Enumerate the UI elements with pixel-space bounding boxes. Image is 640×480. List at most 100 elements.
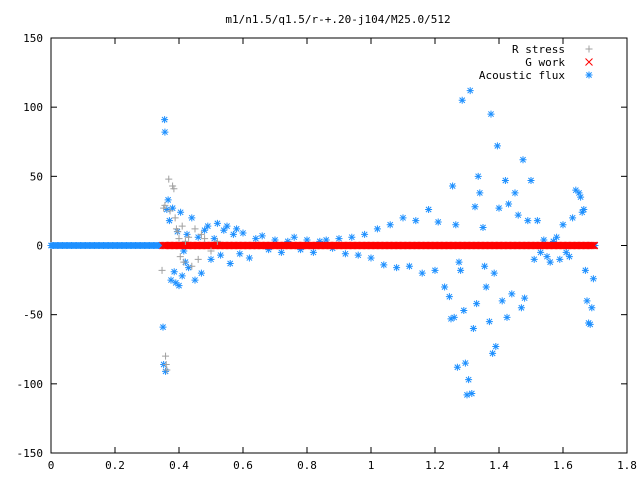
acoustic-flux-point bbox=[316, 237, 324, 245]
x-tick-label: 0.8 bbox=[297, 459, 317, 472]
acoustic-flux-point bbox=[514, 211, 522, 219]
series-acoustic-flux bbox=[47, 87, 599, 399]
acoustic-flux-point bbox=[489, 349, 497, 357]
acoustic-flux-point bbox=[580, 206, 588, 214]
acoustic-flux-point bbox=[468, 390, 476, 398]
acoustic-flux-point bbox=[473, 300, 481, 308]
acoustic-flux-point bbox=[201, 226, 209, 234]
acoustic-flux-point bbox=[204, 222, 212, 230]
r-stress-point bbox=[176, 253, 184, 261]
acoustic-flux-point bbox=[178, 272, 186, 280]
acoustic-flux-point bbox=[457, 266, 465, 274]
legend-g-work-marker bbox=[585, 58, 593, 66]
acoustic-flux-point bbox=[569, 214, 577, 222]
r-stress-point bbox=[188, 262, 196, 270]
acoustic-flux-point bbox=[530, 255, 538, 263]
acoustic-flux-point bbox=[162, 367, 170, 375]
acoustic-flux-point bbox=[511, 189, 519, 197]
chart-title: m1/n1.5/q1.5/r-+.20-j104/M25.0/512 bbox=[225, 13, 450, 26]
acoustic-flux-point bbox=[524, 217, 532, 225]
g-work-point bbox=[587, 241, 596, 250]
acoustic-flux-point bbox=[588, 304, 596, 312]
acoustic-flux-baseline-point bbox=[157, 242, 165, 249]
y-tick-label: 0 bbox=[36, 240, 43, 253]
r-stress-point bbox=[161, 201, 169, 209]
acoustic-flux-point bbox=[577, 193, 585, 201]
acoustic-flux-point bbox=[418, 269, 426, 277]
series-g-work bbox=[159, 241, 599, 250]
acoustic-flux-point bbox=[540, 236, 548, 244]
acoustic-flux-point bbox=[559, 221, 567, 229]
acoustic-flux-point bbox=[322, 236, 330, 244]
acoustic-flux-point bbox=[354, 251, 362, 259]
acoustic-flux-point bbox=[284, 237, 292, 245]
x-tick-label: 0.4 bbox=[169, 459, 189, 472]
acoustic-flux-point bbox=[341, 250, 349, 258]
acoustic-flux-point bbox=[445, 293, 453, 301]
acoustic-flux-point bbox=[450, 313, 458, 321]
acoustic-flux-point bbox=[373, 225, 381, 233]
y-tick-label: -100 bbox=[17, 378, 44, 391]
series-r-stress bbox=[158, 175, 221, 374]
acoustic-flux-point bbox=[517, 304, 525, 312]
acoustic-flux-point bbox=[498, 297, 506, 305]
acoustic-flux-point bbox=[399, 214, 407, 222]
acoustic-flux-point bbox=[581, 266, 589, 274]
x-tick-label: 0 bbox=[48, 459, 55, 472]
acoustic-flux-point bbox=[252, 235, 260, 243]
y-tick-label: -50 bbox=[23, 309, 43, 322]
acoustic-flux-point bbox=[185, 264, 193, 272]
r-stress-point bbox=[207, 247, 215, 255]
g-work-point bbox=[589, 241, 597, 250]
r-stress-point bbox=[194, 255, 202, 263]
legend-g-work-symbol bbox=[585, 58, 593, 66]
g-work-point bbox=[590, 241, 599, 250]
x-tick-label: 1.2 bbox=[425, 459, 445, 472]
acoustic-flux-point bbox=[170, 268, 178, 276]
acoustic-flux-point bbox=[505, 200, 513, 208]
acoustic-flux-point bbox=[503, 313, 511, 321]
r-stress-point bbox=[174, 228, 182, 236]
r-stress-point bbox=[162, 360, 170, 368]
r-stress-point bbox=[166, 207, 174, 215]
acoustic-flux-point bbox=[180, 247, 188, 255]
r-stress-point bbox=[213, 237, 221, 245]
acoustic-flux-point bbox=[490, 269, 498, 277]
acoustic-flux-point bbox=[277, 248, 285, 256]
acoustic-flux-point bbox=[393, 264, 401, 272]
acoustic-flux-point bbox=[546, 258, 554, 266]
r-stress-point bbox=[181, 237, 189, 245]
acoustic-flux-point bbox=[223, 222, 231, 230]
acoustic-flux-point bbox=[449, 182, 457, 190]
g-work-point bbox=[586, 241, 595, 250]
r-stress-point bbox=[163, 366, 171, 374]
acoustic-flux-point bbox=[309, 248, 317, 256]
acoustic-flux-point bbox=[191, 276, 199, 284]
acoustic-flux-point bbox=[177, 208, 185, 216]
acoustic-flux-point bbox=[380, 261, 388, 269]
acoustic-flux-point bbox=[405, 262, 413, 270]
acoustic-flux-point bbox=[290, 233, 298, 241]
r-stress-point bbox=[197, 230, 205, 238]
acoustic-flux-point bbox=[229, 230, 237, 238]
acoustic-flux-point bbox=[447, 315, 455, 323]
acoustic-flux-point bbox=[508, 290, 516, 298]
r-stress-point bbox=[165, 175, 173, 183]
acoustic-flux-point bbox=[452, 221, 460, 229]
r-stress-point bbox=[585, 45, 593, 53]
y-tick-label: 50 bbox=[30, 170, 43, 183]
x-tick-label: 1.4 bbox=[489, 459, 509, 472]
acoustic-flux-point bbox=[233, 225, 241, 233]
r-stress-point bbox=[180, 258, 188, 266]
acoustic-flux-point bbox=[165, 217, 173, 225]
acoustic-flux-point bbox=[194, 233, 202, 241]
legend-r-stress-marker bbox=[585, 45, 593, 53]
acoustic-flux-point bbox=[533, 217, 541, 225]
acoustic-flux-point bbox=[572, 186, 580, 194]
r-stress-point bbox=[170, 185, 178, 193]
acoustic-flux-point bbox=[527, 176, 535, 184]
acoustic-flux-point bbox=[441, 283, 449, 291]
legend-r-stress-label: R stress bbox=[512, 43, 565, 56]
x-tick-label: 1 bbox=[368, 459, 375, 472]
